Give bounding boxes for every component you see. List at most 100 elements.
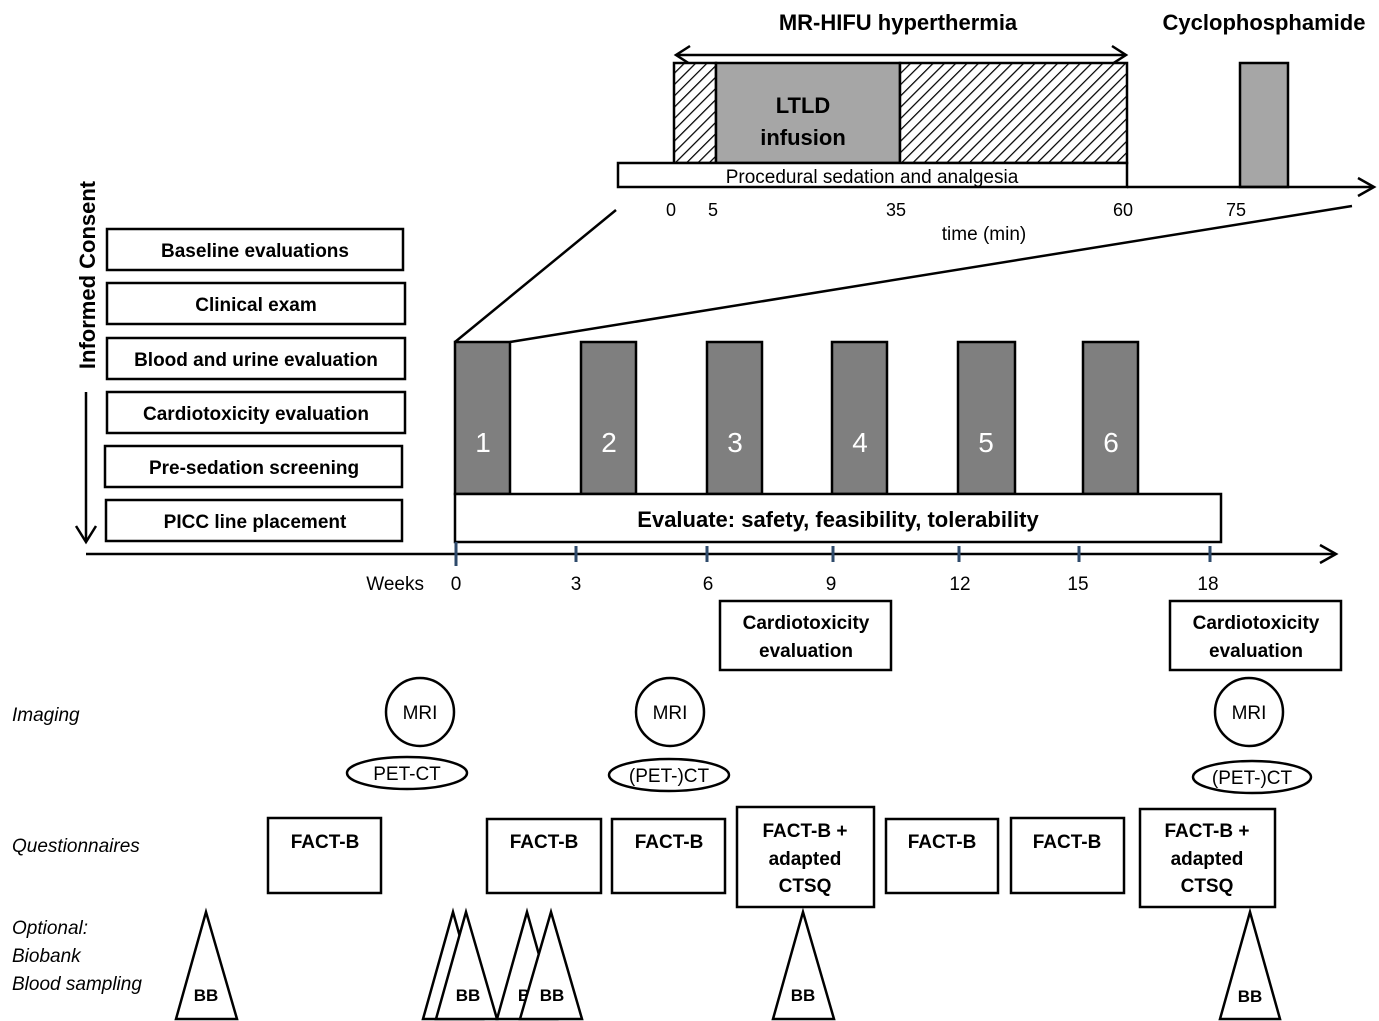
combo-line1: FACT-B + (1165, 821, 1250, 842)
biobank-triangle: BB (174, 907, 239, 1021)
mri-label: MRI (403, 703, 438, 724)
time-tick-35: 35 (886, 200, 906, 220)
procedure-detail: MR-HIFU hyperthermia Cyclophosphamide LT… (454, 10, 1377, 344)
bb-label: BB (791, 986, 816, 1005)
week-tick-15: 15 (1067, 574, 1088, 595)
sedation-label: Procedural sedation and analgesia (726, 167, 1019, 188)
cardio-eval-line2: evaluation (1209, 641, 1303, 662)
time-tick-0: 0 (666, 200, 676, 220)
weeks-label: Weeks (366, 574, 424, 595)
biobank-triangle: BB (1218, 907, 1282, 1021)
step-blood-urine: Blood and urine evaluation (134, 350, 378, 371)
step-box (103, 444, 404, 489)
imaging-row-label: Imaging (12, 705, 80, 726)
informed-consent-label: Informed Consent (75, 180, 100, 369)
factb-box (266, 816, 383, 895)
cycle-bar-1 (453, 340, 512, 496)
imaging-baseline: MRI PET-CT (345, 676, 469, 791)
factb-label: FACT-B (1033, 832, 1102, 853)
biobank-triangle-pair: BB (421, 907, 499, 1021)
mri-label: MRI (653, 703, 688, 724)
week-tick-6: 6 (703, 574, 714, 595)
time-tick-60: 60 (1113, 200, 1133, 220)
factb-label: FACT-B (908, 832, 977, 853)
factb-label: FACT-B (635, 832, 704, 853)
combo-line3: CTSQ (1181, 876, 1234, 897)
cycle-bar-2 (579, 340, 638, 496)
week-tick-3: 3 (571, 574, 582, 595)
factb-label: FACT-B (291, 832, 360, 853)
time-tick-5: 5 (708, 200, 718, 220)
time-axis-label: time (min) (942, 224, 1026, 245)
biobank-triangle-pair: B BB (495, 907, 584, 1021)
week-tick-0: 0 (451, 574, 462, 595)
cycle-bar-5 (956, 340, 1017, 496)
combo-line2: adapted (769, 849, 842, 870)
week-axis (86, 542, 1339, 566)
step-box (105, 336, 407, 381)
combo-line1: FACT-B + (763, 821, 848, 842)
week-tick-18: 18 (1197, 574, 1218, 595)
time-axis (1127, 176, 1377, 198)
hyperthermia-block-post (898, 61, 1129, 165)
step-baseline-evaluations: Baseline evaluations (161, 241, 349, 262)
cycle-bar-4 (830, 340, 889, 496)
step-cardiotoxicity: Cardiotoxicity evaluation (143, 404, 369, 425)
questionnaires-row-label: Questionnaires (12, 836, 140, 857)
cycle-number-3: 3 (727, 427, 743, 458)
factb-ctsq-box (1138, 807, 1277, 909)
step-box (104, 498, 404, 543)
hyperthermia-block-pre (672, 61, 718, 165)
ltld-label-line2: infusion (760, 125, 846, 150)
zoom-line-left (454, 209, 617, 343)
cardio-eval-box-week-18 (1168, 599, 1343, 672)
cardio-eval-line1: Cardiotoxicity (743, 613, 870, 634)
cardio-eval-line2: evaluation (759, 641, 853, 662)
time-tick-75: 75 (1226, 200, 1246, 220)
biobank-triangle: BB (771, 907, 836, 1021)
cyclophosphamide-bar (1238, 61, 1290, 189)
hyperthermia-double-arrow (673, 44, 1129, 66)
mri-label: MRI (1232, 703, 1267, 724)
step-pre-sedation: Pre-sedation screening (149, 458, 359, 479)
cycle-number-2: 2 (601, 427, 617, 458)
week-tick-9: 9 (826, 574, 837, 595)
hyperthermia-label: MR-HIFU hyperthermia (779, 10, 1018, 35)
imaging-midpoint: MRI (PET-)CT (607, 676, 731, 793)
optional-label-line2: Biobank (12, 946, 82, 967)
cycle-number-5: 5 (978, 427, 994, 458)
screening-steps: Informed Consent Baseline evaluations Cl… (74, 180, 407, 545)
evaluate-bar (453, 492, 1223, 544)
petct-label: (PET-)CT (629, 766, 710, 787)
imaging-final: MRI (PET-)CT (1191, 676, 1313, 795)
factb-box (485, 817, 603, 895)
factb-ctsq-box (735, 805, 876, 909)
cycle-number-1: 1 (475, 427, 491, 458)
petct-label: (PET-)CT (1212, 768, 1293, 789)
week-tick-12: 12 (949, 574, 970, 595)
factb-label: FACT-B (510, 832, 579, 853)
bb-label: BB (456, 986, 481, 1005)
combo-line2: adapted (1171, 849, 1244, 870)
petct-label: PET-CT (373, 764, 441, 785)
cyclophosphamide-label: Cyclophosphamide (1163, 10, 1366, 35)
step-picc-line: PICC line placement (164, 512, 347, 533)
sedation-bar (616, 161, 1129, 189)
factb-box (884, 817, 1000, 895)
step-clinical-exam: Clinical exam (195, 295, 316, 316)
step-box (105, 390, 407, 435)
factb-box (1009, 816, 1126, 895)
zoom-line-right (509, 204, 1353, 344)
optional-label-line1: Optional: (12, 918, 88, 939)
cycle-number-4: 4 (852, 427, 868, 458)
bb-label: BB (540, 986, 565, 1005)
step-box (105, 227, 405, 272)
ltld-label-line1: LTLD (776, 93, 831, 118)
optional-label-line3: Blood sampling (12, 974, 142, 995)
evaluate-label: Evaluate: safety, feasibility, tolerabil… (637, 507, 1039, 532)
cardio-eval-box-week-9 (718, 599, 893, 672)
bb-label: BB (1238, 987, 1263, 1006)
treatment-cycles: 1 2 3 4 5 6 Evaluate: safety, feasibilit… (453, 340, 1223, 544)
combo-line3: CTSQ (779, 876, 832, 897)
bb-label: BB (194, 986, 219, 1005)
